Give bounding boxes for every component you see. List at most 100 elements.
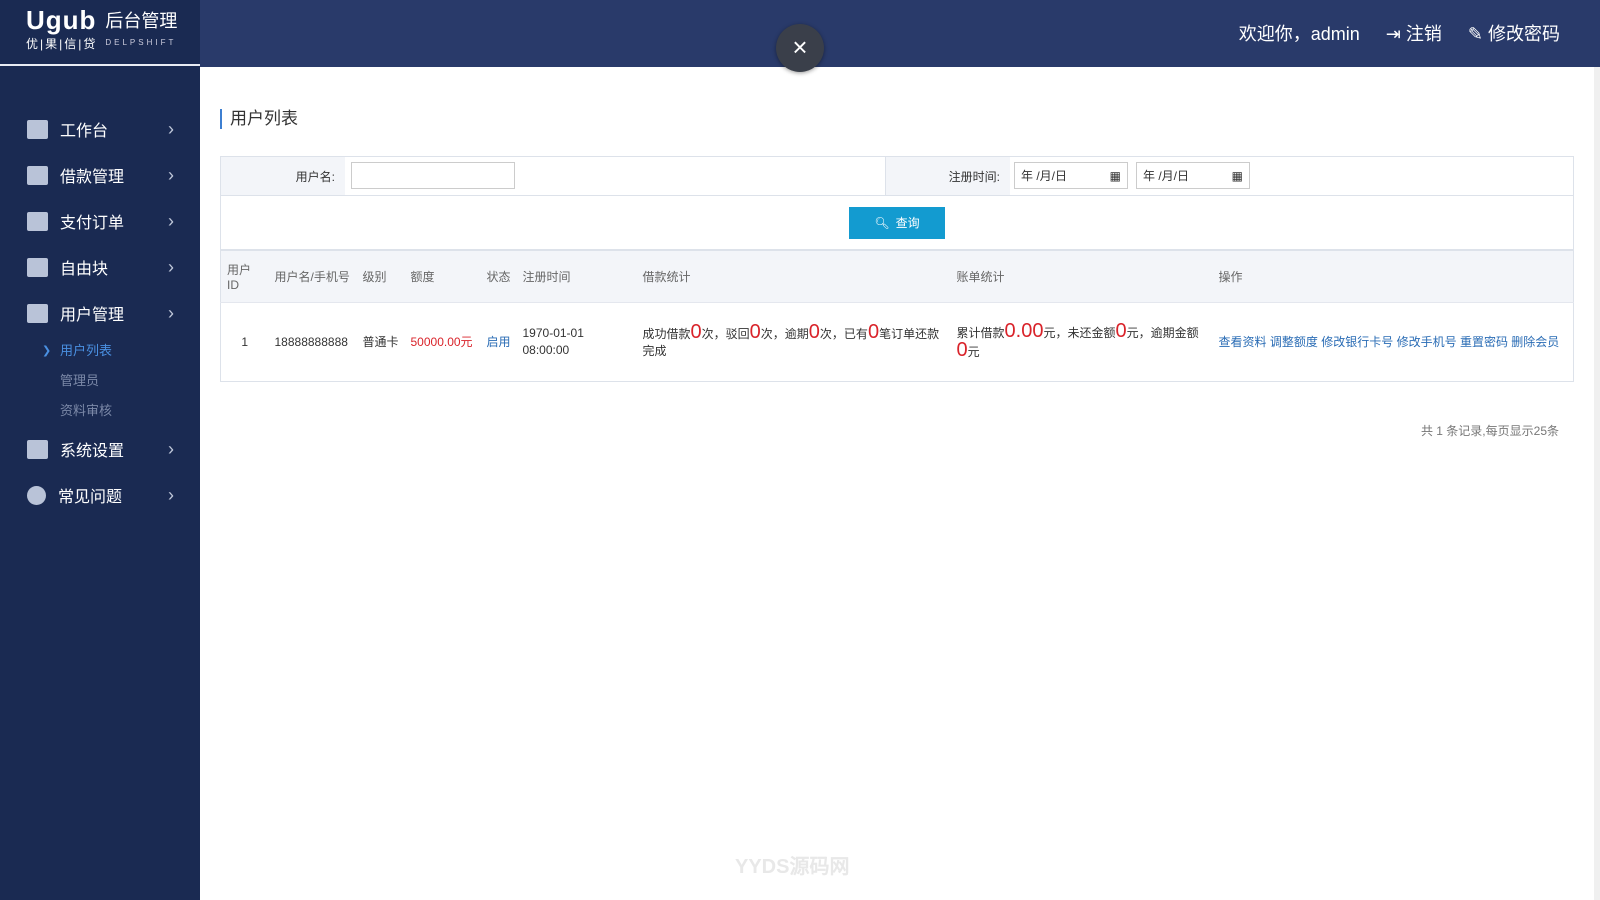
label: 查询 (895, 216, 920, 230)
cell-reg-time: 1970-01-01 08:00:00 (516, 302, 637, 382)
sidebar-item-users[interactable]: 用户管理 › (0, 290, 200, 336)
sidebar-item-settings[interactable]: 系统设置 › (0, 426, 200, 472)
cell-limit: 50000.00元 (404, 302, 481, 382)
sidebar-sub-user-list[interactable]: 用户列表 (0, 336, 200, 366)
chevron-right-icon: › (168, 302, 174, 323)
calendar-icon[interactable]: ▦ (1109, 168, 1121, 183)
edit-icon: ✎ (1467, 24, 1488, 44)
grid-icon (27, 257, 48, 277)
chevron-right-icon: › (168, 164, 174, 185)
end-date-input[interactable]: 年 /月/日 ▦ (1136, 162, 1250, 189)
scrollbar[interactable] (1594, 67, 1600, 900)
col-loan-stats: 借款统计 (636, 250, 951, 303)
sidebar-item-workbench[interactable]: 工作台 › (0, 106, 200, 152)
chevron-right-icon: › (168, 256, 174, 277)
label: 支付订单 (60, 215, 125, 232)
chevron-right-icon: › (168, 118, 174, 139)
label: 修改密码 (1488, 24, 1560, 44)
col-bill-stats: 账单统计 (950, 250, 1213, 303)
close-button[interactable]: × (776, 24, 824, 72)
start-date-input[interactable]: 年 /月/日 ▦ (1014, 162, 1128, 189)
sidebar-item-faq[interactable]: 常见问题 › (0, 472, 200, 518)
sidebar-item-blocks[interactable]: 自由块 › (0, 244, 200, 290)
cell-status[interactable]: 启用 (480, 302, 517, 382)
status-link[interactable]: 启用 (486, 334, 511, 349)
search-button[interactable]: 🔍︎ 查询 (849, 206, 945, 239)
adjust-limit-link[interactable]: 调整额度 (1269, 334, 1318, 349)
edit-bank-card-link[interactable]: 修改银行卡号 (1321, 334, 1394, 349)
t: 元，逾期金额 (1126, 326, 1199, 340)
edit-phone-link[interactable]: 修改手机号 (1396, 334, 1457, 349)
user-table: 用户ID 用户名/手机号 级别 额度 状态 注册时间 借款统计 账单统计 操作 … (220, 250, 1574, 382)
t: 次，驳回 (701, 327, 750, 341)
col-username: 用户名/手机号 (268, 250, 357, 303)
sidebar-item-loans[interactable]: 借款管理 › (0, 152, 200, 198)
cell-level: 普通卡 (356, 302, 405, 382)
sidebar-sub-admins[interactable]: 管理员 (60, 373, 100, 388)
logo: Ugub 优|果|信|贷 后台管理 DELPSHIFT (0, 0, 200, 66)
label: 常见问题 (58, 489, 123, 506)
cell-id: 1 (220, 302, 269, 382)
t: 元 (967, 345, 980, 359)
chevron-right-icon: › (168, 210, 174, 231)
t: 元，未还金额 (1043, 326, 1116, 340)
v: 0 (808, 321, 820, 343)
user-icon (27, 303, 48, 323)
col-status: 状态 (480, 250, 517, 303)
table-row: 1 18888888888 普通卡 50000.00元 启用 1970-01-0… (220, 302, 1574, 382)
t: 累计借款 (956, 326, 1005, 340)
card-icon (27, 211, 48, 231)
calendar-icon[interactable]: ▦ (1231, 168, 1243, 183)
v: 0 (1115, 320, 1127, 342)
label: 借款管理 (60, 169, 125, 186)
col-actions: 操作 (1212, 250, 1574, 303)
page-title: 用户列表 (220, 109, 1574, 129)
t: 笔订单还款完成 (642, 327, 940, 358)
label: 自由块 (60, 261, 109, 278)
question-icon (27, 485, 46, 505)
t: 成功借款 (642, 327, 691, 341)
logo-sub: 优|果|信|贷 (26, 37, 98, 51)
filter-form: 用户名: 注册时间: 年 /月/日 ▦ 年 /月/日 ▦ 🔍︎ 查询 (220, 156, 1574, 250)
document-icon (27, 165, 48, 185)
placeholder: 年 /月/日 (1143, 169, 1190, 183)
v: 0.00 (1004, 320, 1044, 342)
sidebar: Ugub 优|果|信|贷 后台管理 DELPSHIFT 工作台 › 借款管理 › 支付订… (0, 0, 200, 900)
sidebar-sub-review[interactable]: 资料审核 (60, 403, 113, 418)
v: 0 (749, 321, 761, 343)
username-label: 用户名: (221, 157, 345, 195)
v: 0 (956, 339, 968, 361)
label: 工作台 (60, 123, 109, 140)
username-input[interactable] (351, 162, 515, 189)
top-header: 欢迎你，admin ⇥ 注销 ✎ 修改密码 (200, 0, 1600, 67)
t: 次，已有 (819, 327, 868, 341)
reset-password-link[interactable]: 重置密码 (1459, 334, 1508, 349)
logout-icon: ⇥ (1385, 24, 1406, 44)
reg-time-label: 注册时间: (886, 157, 1010, 195)
watermark: YYDS源码网 (735, 856, 850, 878)
delete-member-link[interactable]: 删除会员 (1511, 334, 1560, 349)
cell-loan-stats: 成功借款0次，驳回0次，逾期0次，已有0笔订单还款完成 (636, 302, 951, 382)
sidebar-item-orders[interactable]: 支付订单 › (0, 198, 200, 244)
change-password-button[interactable]: ✎ 修改密码 (1468, 20, 1560, 46)
windows-icon (27, 439, 48, 459)
col-reg-time: 注册时间 (516, 250, 637, 303)
monitor-icon (27, 119, 48, 139)
search-icon: 🔍︎ (874, 215, 890, 230)
logout-button[interactable]: ⇥ 注销 (1386, 20, 1442, 46)
label: 用户管理 (60, 307, 125, 324)
view-profile-link[interactable]: 查看资料 (1218, 334, 1267, 349)
pagination-info: 共 1 条记录,每页显示25条 (1420, 424, 1559, 438)
label: 注销 (1405, 24, 1442, 44)
cell-username: 18888888888 (268, 302, 357, 382)
welcome-text: 欢迎你，admin (1238, 24, 1360, 44)
label: 系统设置 (60, 443, 125, 460)
t: 次，逾期 (760, 327, 809, 341)
cell-actions: 查看资料 调整额度 修改银行卡号 修改手机号 重置密码 删除会员 (1212, 302, 1574, 382)
col-level: 级别 (356, 250, 405, 303)
chevron-right-icon: › (168, 484, 174, 505)
brand-sub: DELPSHIFT (105, 38, 177, 47)
placeholder: 年 /月/日 (1021, 169, 1068, 183)
v: 0 (867, 321, 880, 343)
cell-bill-stats: 累计借款0.00元，未还金额0元，逾期金额0元 (950, 302, 1213, 382)
